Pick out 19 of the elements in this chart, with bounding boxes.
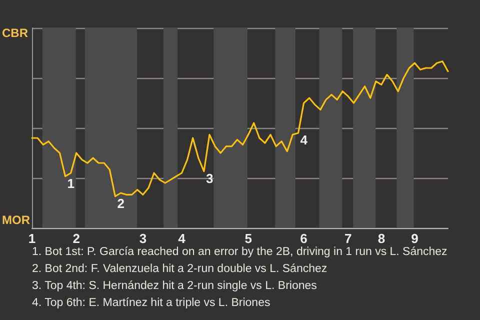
annotation: 4 xyxy=(300,132,308,148)
x-tick-label: 5 xyxy=(244,231,252,246)
x-tick-label: 7 xyxy=(344,231,352,246)
text: 1. Bot 1st: P. García reached on an error by the 2B, driving in 1 run vs L. Sánchez xyxy=(32,245,448,260)
annotation: 1 xyxy=(67,176,75,191)
text: 3. Top 4th: S. Hernández hit a 2-run single vs L. Briones xyxy=(32,279,318,294)
x-tick-label: 1 xyxy=(28,231,36,246)
x-tick-label: 4 xyxy=(178,231,186,246)
text: 2. Bot 2nd: F. Valenzuela hit a 2-run double vs L. Sánchez xyxy=(32,262,328,277)
text: 4. Top 6th: E. Martínez hit a triple vs L. Briones xyxy=(32,296,272,311)
x-tick-label: 6 xyxy=(300,231,308,246)
text: CBR xyxy=(2,26,28,40)
text: MOR xyxy=(2,213,30,227)
x-tick-label: 3 xyxy=(139,231,147,246)
annotation: 2 xyxy=(117,196,124,211)
x-tick-label: 2 xyxy=(72,231,80,246)
x-tick-label: 9 xyxy=(411,231,418,246)
x-tick-label: 8 xyxy=(378,231,386,246)
annotation: 3 xyxy=(206,170,214,186)
